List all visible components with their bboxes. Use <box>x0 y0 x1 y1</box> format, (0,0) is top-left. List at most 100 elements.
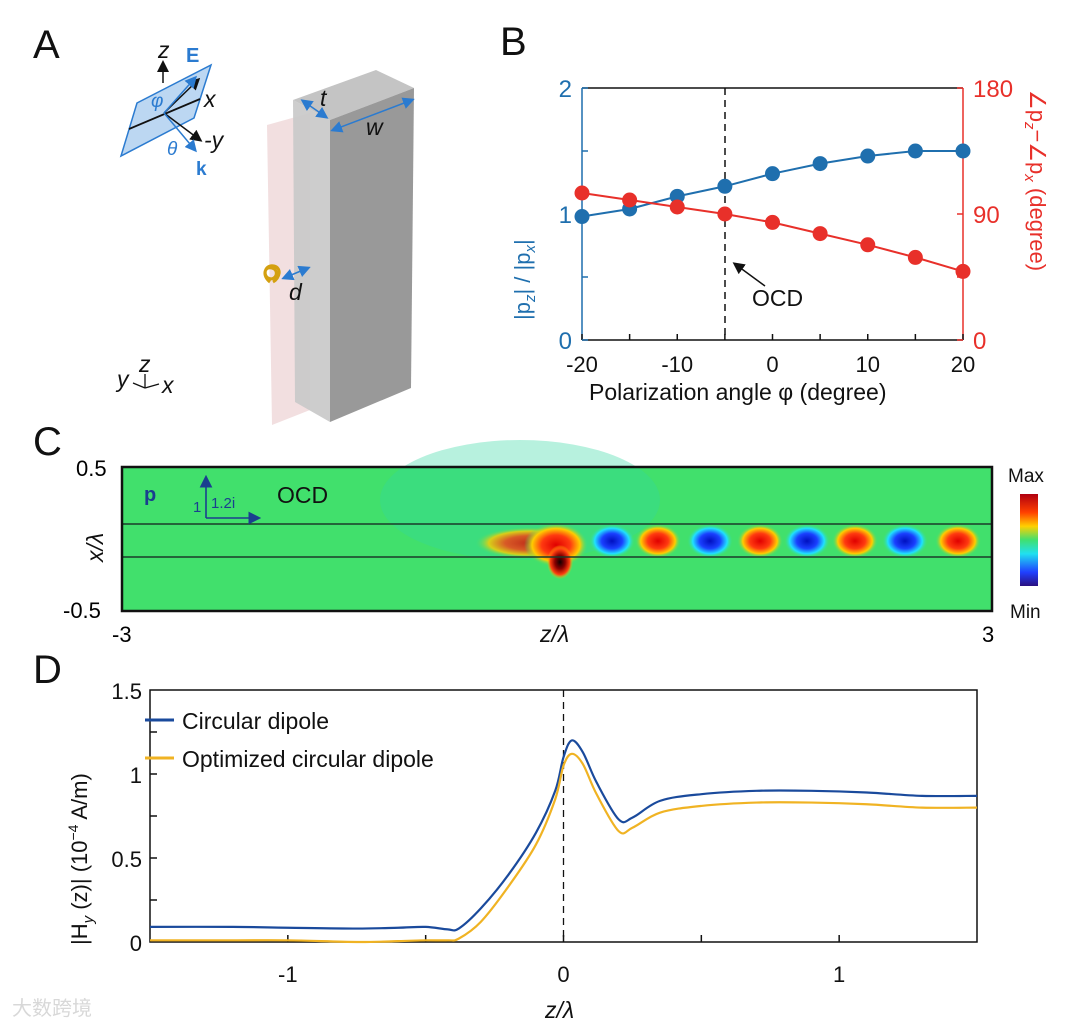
b-left-tick-label: 1 <box>559 202 572 229</box>
d-ytick-label: 0.5 <box>111 847 142 872</box>
label-x: x <box>203 86 217 112</box>
label-neg-y: -y <box>204 127 225 153</box>
d-series-line-1 <box>150 752 978 944</box>
ocd-arrow <box>732 262 766 287</box>
b-xtick-label: 20 <box>951 352 975 377</box>
c-field-max-lobe <box>635 524 681 558</box>
b-series-point-0 <box>955 143 971 159</box>
panel-label-a: A <box>33 23 60 67</box>
c-real-label: 1 <box>193 499 201 516</box>
c-colorbar-max: Max <box>1008 466 1044 487</box>
c-dipole-source <box>547 545 573 579</box>
b-series-point-1 <box>907 249 923 265</box>
d-xtick-label: 1 <box>833 962 845 987</box>
b-series-point-1 <box>860 237 876 253</box>
chart-c-heatmap: p 1 1.2i OCD 0.5 -0.5 -3 3 z/λ x/λ Max M… <box>63 440 1044 647</box>
b-series-point-1 <box>765 214 780 230</box>
incident-wave-diagram: z E φ x -y θ k <box>119 37 225 180</box>
k-arrow <box>163 112 197 153</box>
b-series-point-0 <box>765 166 780 182</box>
label-phi: φ <box>151 91 163 112</box>
triad-y <box>132 382 146 389</box>
c-field-max-lobe <box>935 524 981 558</box>
b-series-point-0 <box>812 156 828 172</box>
c-p-label: p <box>144 484 156 506</box>
b-series-point-0 <box>860 148 876 164</box>
triad-label-z: z <box>138 351 151 377</box>
triad-x <box>144 383 160 389</box>
b-ocd-annotation: OCD <box>752 285 803 311</box>
c-field-min-lobe <box>784 524 830 558</box>
e-field-arrow <box>163 75 197 114</box>
c-colorbar-min: Min <box>1010 602 1041 623</box>
d-y-label: |Hy (z)| (10−4 A/m) <box>65 773 97 945</box>
c-x-label: z/λ <box>539 621 569 647</box>
d-xtick-label: 0 <box>557 962 569 987</box>
b-series-point-0 <box>907 143 923 159</box>
coordinate-triad: y z x <box>115 351 175 398</box>
label-e: E <box>186 45 199 67</box>
c-ytick-top: 0.5 <box>76 456 107 481</box>
b-left-label: |pz| / |px| <box>510 239 539 320</box>
b-xtick-label: -20 <box>566 352 598 377</box>
c-field-max-lobe <box>737 524 783 558</box>
watermark: 大数跨境 <box>12 997 92 1020</box>
d-series-line-0 <box>149 739 978 932</box>
d-x-label: z/λ <box>544 997 574 1023</box>
d-xtick-label: -1 <box>278 962 298 987</box>
c-field-min-lobe <box>589 524 635 558</box>
c-xtick-right: 3 <box>982 622 994 647</box>
b-series-point-0 <box>717 178 733 194</box>
c-xtick-left: -3 <box>112 622 132 647</box>
d-ytick-label: 0 <box>130 931 142 956</box>
c-field-min-lobe <box>882 524 928 558</box>
legend-optimized-circular-dipole: Optimized circular dipole <box>182 746 434 772</box>
b-series-line-0 <box>581 150 963 218</box>
thickness-arrow <box>300 99 329 119</box>
triad-label-y: y <box>115 366 130 392</box>
b-series-point-1 <box>717 206 733 222</box>
c-frame <box>120 465 994 613</box>
distance-arrow <box>281 265 311 281</box>
label-theta: θ <box>167 139 178 160</box>
b-series-point-0 <box>669 188 685 204</box>
waveguide-diagram: t w d <box>263 70 415 425</box>
chart-d: -1 0 1 0 0.5 1 1.5 Circular dipole Optimized c… <box>65 679 978 1023</box>
triad-label-x: x <box>161 372 175 398</box>
b-right-tick-label: 90 <box>973 202 1000 229</box>
b-series-line-1 <box>581 192 964 273</box>
c-ytick-bottom: -0.5 <box>63 598 101 623</box>
b-xtick-label: -10 <box>661 352 693 377</box>
circular-dipole-icon <box>263 264 281 284</box>
b-xtick-label: 10 <box>856 352 880 377</box>
c-field-min-lobe <box>687 524 733 558</box>
label-z: z <box>157 37 170 63</box>
legend-circular-dipole: Circular dipole <box>182 708 329 734</box>
c-field-max-lobe <box>832 524 878 558</box>
label-w: w <box>366 114 384 140</box>
b-series-point-1 <box>812 226 828 242</box>
b-right-label: ∠pz−∠px (degree) <box>1021 90 1050 271</box>
b-series-point-1 <box>622 192 638 208</box>
panel-label-d: D <box>33 648 62 692</box>
panel-label-b: B <box>500 20 527 64</box>
width-arrow <box>330 97 415 133</box>
d-ytick-label: 1.5 <box>111 679 142 704</box>
label-t: t <box>320 85 328 111</box>
b-right-tick-label: 0 <box>973 328 986 355</box>
neg-y-arrow <box>163 112 203 142</box>
label-k: k <box>196 159 207 180</box>
b-series-point-1 <box>669 199 685 215</box>
c-colorbar <box>1020 494 1038 586</box>
b-series-point-1 <box>955 263 971 279</box>
panel-label-c: C <box>33 420 62 464</box>
d-ytick-label: 1 <box>130 763 142 788</box>
c-y-label: x/λ <box>82 533 108 563</box>
b-series-point-1 <box>574 185 590 201</box>
label-d: d <box>289 279 303 305</box>
b-series-point-0 <box>574 209 590 225</box>
b-right-tick-label: 180 <box>973 76 1013 103</box>
b-xtick-label: 0 <box>766 352 778 377</box>
